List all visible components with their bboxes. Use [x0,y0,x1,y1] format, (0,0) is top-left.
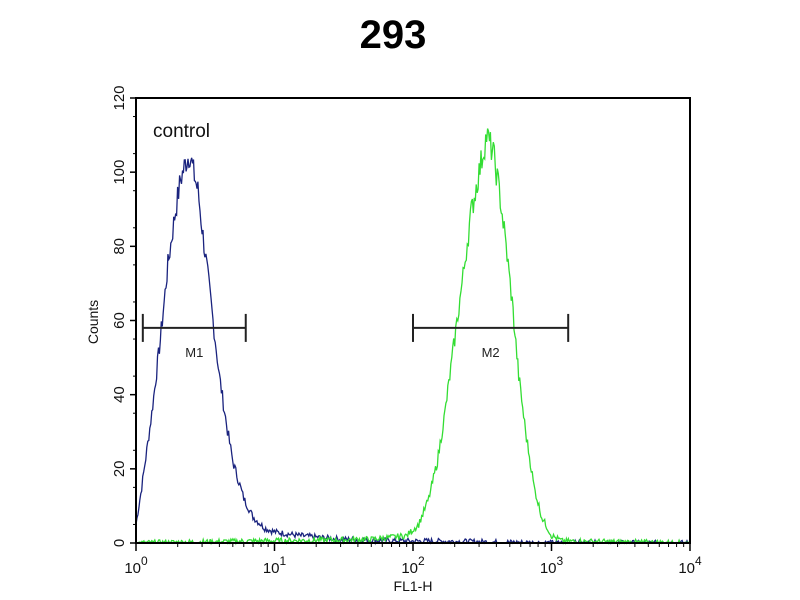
y-tick-label: 80 [111,238,128,255]
x-axis-label: FL1-H [394,578,433,594]
marker-label: M1 [185,345,203,360]
y-tick-label: 60 [111,312,128,329]
chart-title: 293 [360,13,427,57]
control-annotation: control [153,121,210,142]
marker-label: M2 [482,345,500,360]
series-0-line [135,157,690,546]
y-axis-label: Counts [85,300,101,344]
y-tick-label: 40 [111,386,128,403]
y-axis: 0 20 40 60 80 100 120 [111,85,136,547]
marker-layer: M1 M2 [141,313,570,360]
y-tick-label: 100 [111,160,128,185]
x-tick-label: 101 [263,554,287,577]
x-tick-label: 100 [124,554,148,577]
x-tick-label: 103 [540,554,564,577]
x-tick-label: 102 [401,554,425,577]
y-tick-label: 120 [111,85,128,110]
y-tick-label: 0 [111,539,128,547]
x-tick-label: 104 [678,554,702,577]
y-tick-label: 20 [111,460,128,477]
x-axis: 100 101 102 103 104 [124,543,702,577]
